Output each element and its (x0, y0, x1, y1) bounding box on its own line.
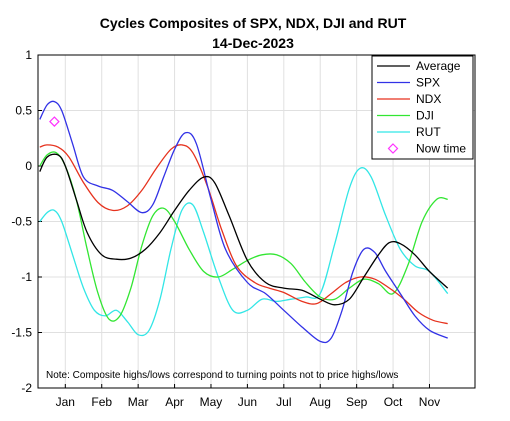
now-time-marker (49, 116, 60, 127)
x-tick-label: May (200, 395, 223, 409)
x-tick-label: Mar (128, 395, 149, 409)
y-tick-label: -1.5 (11, 326, 32, 340)
legend: Average SPX NDX DJI RUT Now time (371, 55, 474, 160)
x-tick-label: Jan (56, 395, 75, 409)
x-tick-label: Feb (91, 395, 112, 409)
y-tick-label: 1 (25, 48, 32, 62)
y-tick-label: -1 (21, 270, 32, 284)
x-tick-label: Oct (384, 395, 403, 409)
series-layer (39, 100, 449, 344)
chart-subtitle: 14-Dec-2023 (212, 35, 294, 51)
legend-swatch-now-time (387, 143, 399, 154)
x-tick-label: Jul (276, 395, 291, 409)
legend-box (371, 55, 474, 160)
legend-label-spx: SPX (416, 76, 440, 90)
y-tick-label: -2 (21, 381, 32, 395)
x-tick-label: Nov (419, 395, 440, 409)
series-line-average (39, 153, 449, 306)
y-tick-label: 0.5 (15, 104, 32, 118)
grid (38, 54, 475, 389)
chart-title: Cycles Composites of SPX, NDX, DJI and R… (100, 15, 407, 31)
x-axis: Jan Feb Mar Apr May Jun Jul Aug Sep Oct Nov (56, 384, 440, 409)
x-tick-label: Sep (346, 395, 368, 409)
series-line-rut (39, 167, 449, 337)
legend-label-ndx: NDX (416, 92, 441, 106)
series-line-ndx (39, 144, 448, 325)
legend-label-rut: RUT (416, 125, 441, 139)
series-line-spx (39, 100, 448, 344)
legend-label-dji: DJI (416, 109, 434, 123)
marker-layer (49, 116, 60, 127)
y-tick-label: 0 (25, 159, 32, 173)
legend-label-average: Average (416, 59, 461, 73)
chart-note: Note: Composite highs/lows correspond to… (46, 370, 398, 381)
y-axis: 1 0.5 0 -0.5 -1 -1.5 -2 (11, 48, 42, 395)
x-tick-label: Apr (165, 395, 184, 409)
legend-label-now-time: Now time (416, 142, 466, 156)
x-tick-label: Aug (310, 395, 331, 409)
y-tick-label: -0.5 (11, 215, 32, 229)
series-line-dji (39, 151, 448, 322)
x-tick-label: Jun (238, 395, 257, 409)
